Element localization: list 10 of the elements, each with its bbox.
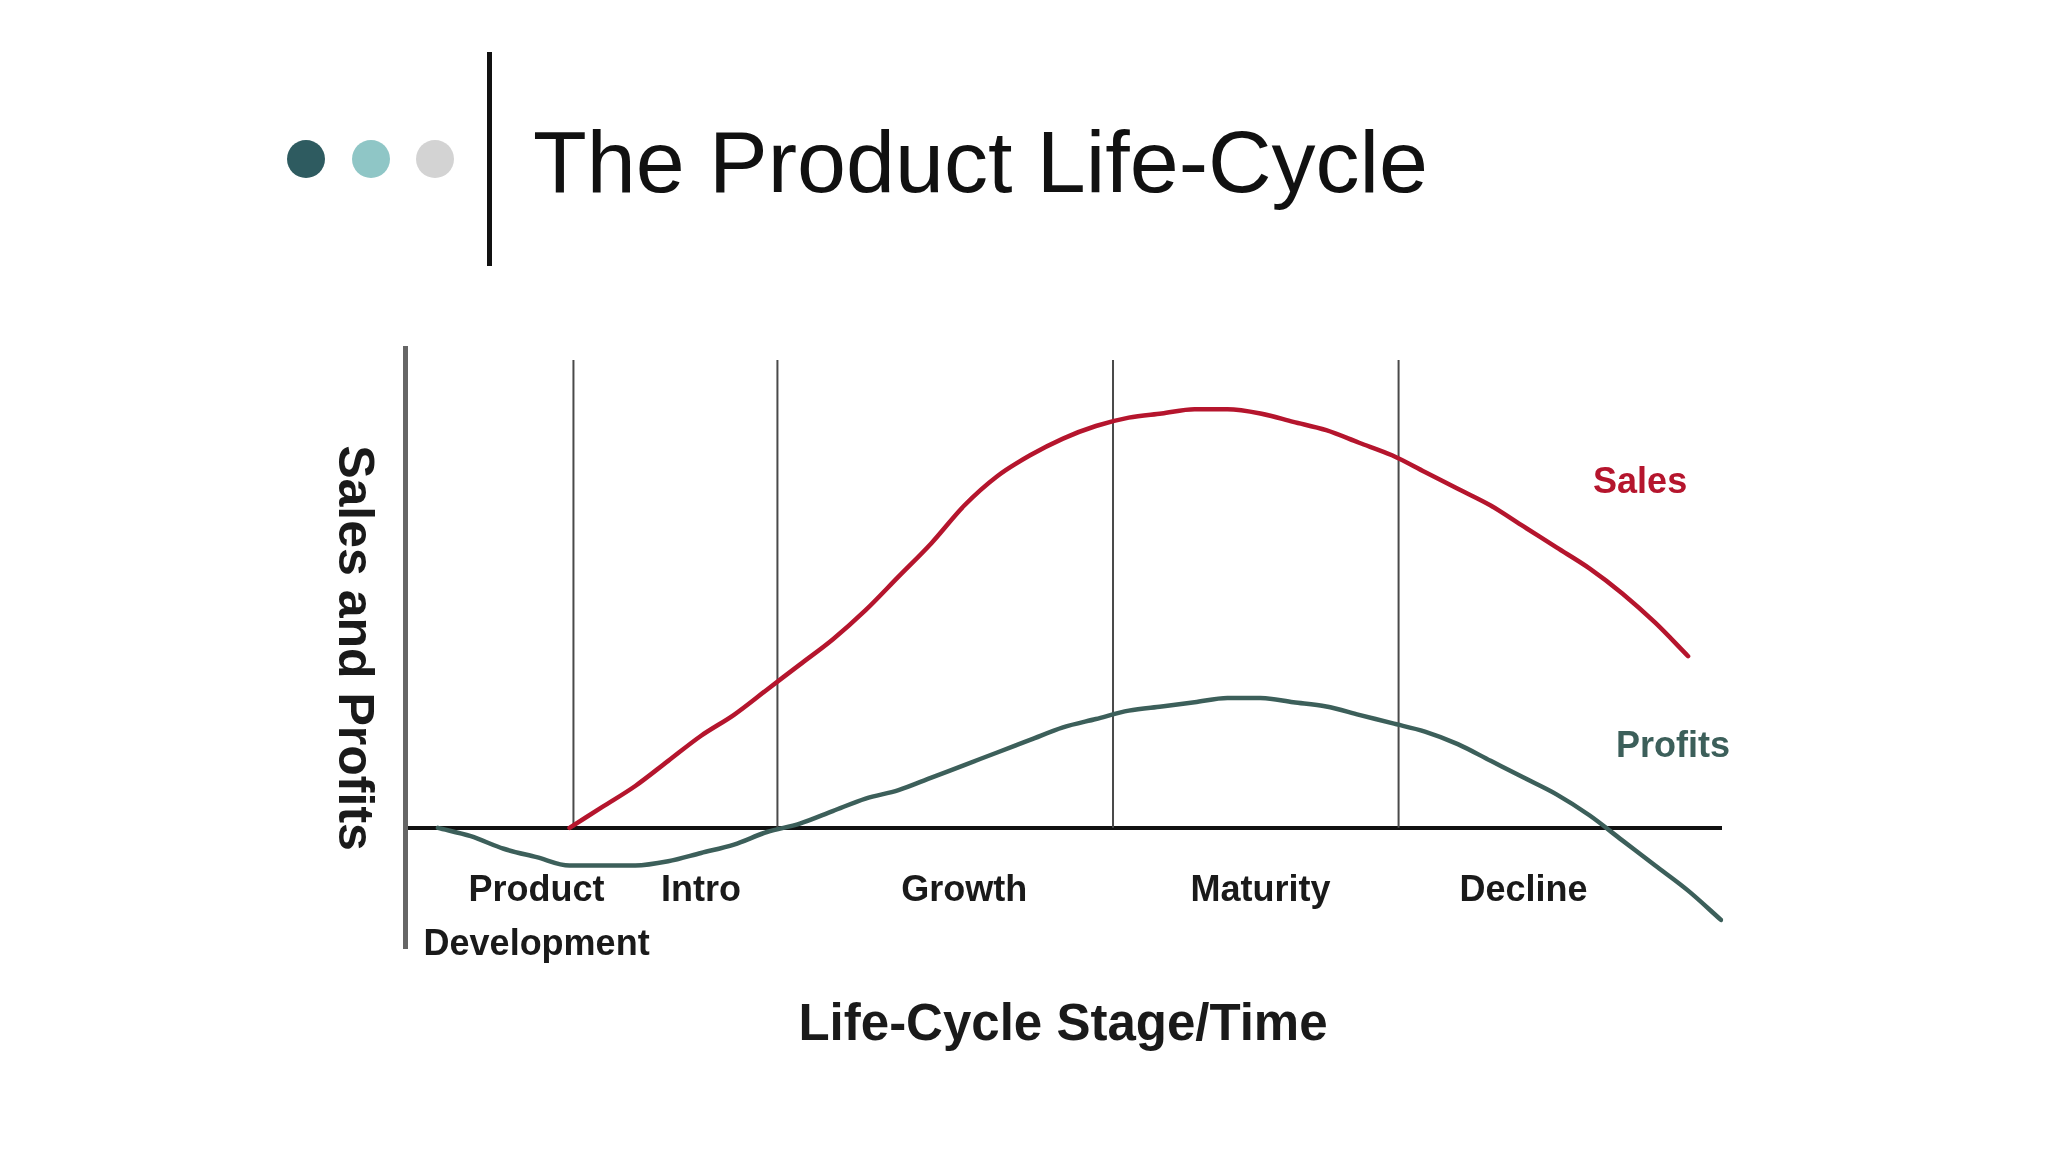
x-tick-label: Decline [1459, 867, 1588, 909]
x-axis-title: Life-Cycle Stage/Time [798, 994, 1328, 1052]
series-label: Profits [1615, 723, 1731, 765]
x-tick-label: Intro [661, 867, 742, 909]
series-label: Sales [1593, 460, 1688, 502]
x-tick-label: Maturity [1190, 867, 1331, 909]
x-tick-label: Product Development [423, 867, 650, 963]
x-tick-label: Growth [901, 867, 1028, 909]
chart-title: The Product Life-Cycle [533, 112, 1429, 211]
y-axis-title: Sales and Profits [328, 445, 385, 851]
